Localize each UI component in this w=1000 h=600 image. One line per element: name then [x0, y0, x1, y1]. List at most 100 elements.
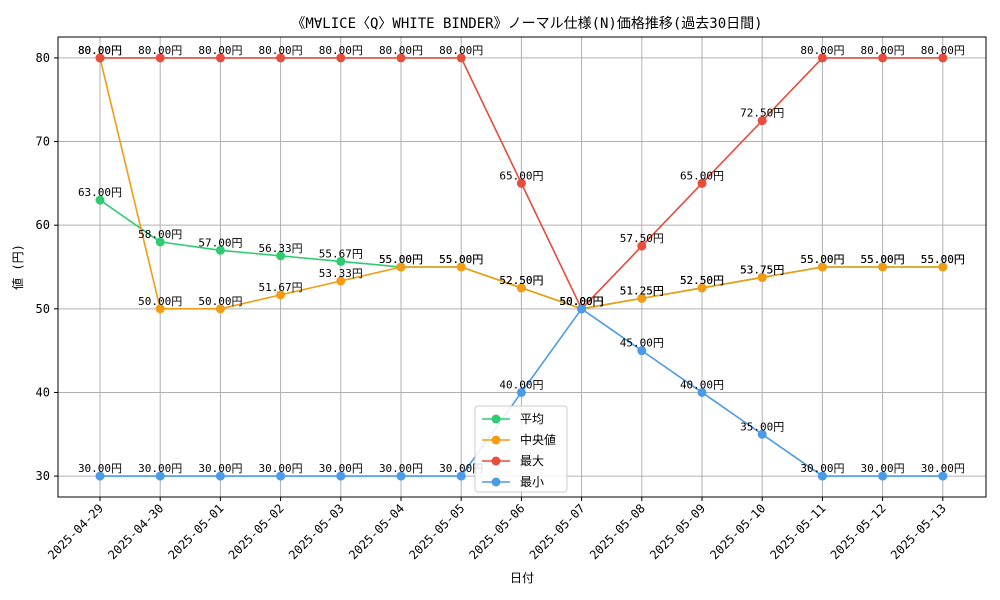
- data-label: 30.00円: [198, 462, 242, 475]
- data-label: 55.00円: [379, 253, 423, 266]
- data-point: [757, 116, 767, 126]
- data-point: [95, 53, 105, 63]
- legend-swatch-marker: [491, 435, 501, 445]
- data-point: [396, 53, 406, 63]
- data-label: 65.00円: [680, 169, 724, 182]
- x-tick-label: 2025-04-30: [105, 501, 166, 562]
- data-label: 55.67円: [319, 247, 363, 260]
- data-point: [817, 471, 827, 481]
- data-label: 55.00円: [800, 253, 844, 266]
- data-label: 53.75円: [740, 263, 784, 276]
- data-label: 30.00円: [800, 462, 844, 475]
- x-tick-label: 2025-05-13: [888, 501, 949, 562]
- x-tick-label: 2025-05-08: [587, 501, 648, 562]
- x-tick-label: 2025-05-06: [467, 501, 528, 562]
- data-label: 40.00円: [680, 378, 724, 391]
- data-point: [155, 471, 165, 481]
- data-point: [878, 262, 888, 272]
- data-label: 80.00円: [198, 44, 242, 57]
- data-label: 52.50円: [499, 274, 543, 287]
- data-label: 80.00円: [800, 44, 844, 57]
- data-label: 30.00円: [379, 462, 423, 475]
- data-point: [757, 429, 767, 439]
- x-tick-label: 2025-05-11: [768, 501, 829, 562]
- data-point: [697, 178, 707, 188]
- data-point: [396, 262, 406, 272]
- data-point: [878, 53, 888, 63]
- x-tick-label: 2025-04-29: [45, 501, 106, 562]
- data-label: 50.00円: [560, 295, 604, 308]
- plot-area: [57, 36, 987, 498]
- data-point: [456, 471, 466, 481]
- data-point: [516, 387, 526, 397]
- data-point: [336, 53, 346, 63]
- data-label: 30.00円: [138, 462, 182, 475]
- legend-swatch-marker: [491, 456, 501, 466]
- data-point: [817, 53, 827, 63]
- data-label: 40.00円: [499, 378, 543, 391]
- data-label: 55.00円: [439, 253, 483, 266]
- data-point: [396, 471, 406, 481]
- data-label: 52.50円: [499, 274, 543, 287]
- data-label: 52.50円: [680, 274, 724, 287]
- x-axis-label: 日付: [510, 571, 534, 585]
- x-tick-label: 2025-05-10: [707, 501, 768, 562]
- data-point: [577, 304, 587, 314]
- data-label: 72.50円: [740, 107, 784, 120]
- data-point: [938, 471, 948, 481]
- data-point: [95, 195, 105, 205]
- y-axis-ticks: 30 40 50 60 70 80: [36, 51, 58, 483]
- x-tick-label: 2025-05-04: [346, 501, 407, 562]
- data-label: 80.00円: [921, 44, 965, 57]
- legend-label: 平均: [520, 412, 544, 426]
- data-point: [155, 304, 165, 314]
- data-label: 51.25円: [620, 284, 664, 297]
- data-point: [336, 471, 346, 481]
- data-point: [95, 471, 105, 481]
- data-point: [697, 387, 707, 397]
- data-label: 57.50円: [620, 232, 664, 245]
- x-tick-label: 2025-05-02: [226, 501, 287, 562]
- data-label: 50.00円: [138, 295, 182, 308]
- series: [95, 53, 948, 481]
- y-tick-label: 70: [36, 135, 50, 149]
- data-label: 45.00円: [620, 337, 664, 350]
- data-point: [276, 290, 286, 300]
- data-label: 30.00円: [921, 462, 965, 475]
- data-label: 30.00円: [861, 462, 905, 475]
- x-tick-label: 2025-05-12: [828, 501, 889, 562]
- data-label: 55.00円: [439, 253, 483, 266]
- data-label: 80.00円: [379, 44, 423, 57]
- data-point: [215, 304, 225, 314]
- x-tick-label: 2025-05-07: [527, 501, 588, 562]
- data-label: 55.00円: [921, 253, 965, 266]
- legend-swatch-marker: [491, 477, 501, 487]
- data-label: 53.33円: [319, 267, 363, 280]
- x-axis-ticks: 2025-04-29 2025-04-30 2025-05-01 2025-05-02…: [45, 497, 949, 562]
- data-point: [637, 241, 647, 251]
- data-label: 55.00円: [379, 253, 423, 266]
- data-label: 58.00円: [138, 228, 182, 241]
- data-label: 52.50円: [680, 274, 724, 287]
- data-label: 80.00円: [439, 44, 483, 57]
- data-point: [215, 53, 225, 63]
- data-label: 55.00円: [800, 253, 844, 266]
- y-tick-label: 50: [36, 302, 50, 316]
- data-label: 65.00円: [499, 169, 543, 182]
- data-point: [155, 237, 165, 247]
- data-point: [336, 276, 346, 286]
- data-point: [697, 283, 707, 293]
- y-axis-label: 値 (円): [10, 244, 25, 290]
- data-label: 80.00円: [78, 44, 122, 57]
- data-point: [215, 471, 225, 481]
- legend-label: 中央値: [520, 432, 556, 447]
- data-label: 55.00円: [861, 253, 905, 266]
- data-label: 51.67円: [259, 281, 303, 294]
- data-point: [757, 272, 767, 282]
- data-label: 80.00円: [319, 44, 363, 57]
- legend-swatch-marker: [491, 414, 501, 424]
- data-label: 35.00円: [740, 420, 784, 433]
- data-label: 80.00円: [78, 44, 122, 57]
- data-label: 50.00円: [560, 295, 604, 308]
